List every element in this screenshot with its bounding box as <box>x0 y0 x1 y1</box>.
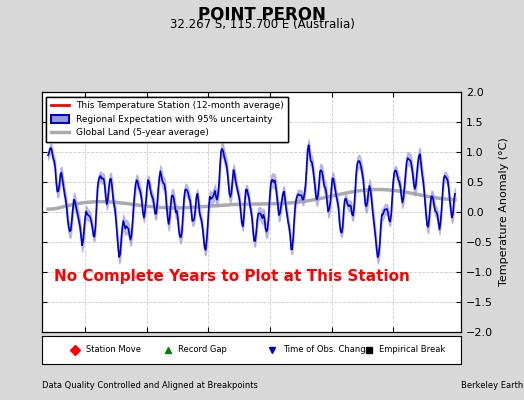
Text: 32.267 S, 115.700 E (Australia): 32.267 S, 115.700 E (Australia) <box>170 18 354 31</box>
Text: Data Quality Controlled and Aligned at Breakpoints: Data Quality Controlled and Aligned at B… <box>42 381 258 390</box>
Text: Berkeley Earth: Berkeley Earth <box>461 381 523 390</box>
Text: POINT PERON: POINT PERON <box>198 6 326 24</box>
Text: No Complete Years to Plot at This Station: No Complete Years to Plot at This Statio… <box>54 269 410 284</box>
Text: Time of Obs. Change: Time of Obs. Change <box>283 346 371 354</box>
Legend: This Temperature Station (12-month average), Regional Expectation with 95% uncer: This Temperature Station (12-month avera… <box>47 96 289 142</box>
Text: Empirical Break: Empirical Break <box>379 346 445 354</box>
Text: Station Move: Station Move <box>86 346 141 354</box>
Text: Record Gap: Record Gap <box>178 346 227 354</box>
Y-axis label: Temperature Anomaly (°C): Temperature Anomaly (°C) <box>499 138 509 286</box>
